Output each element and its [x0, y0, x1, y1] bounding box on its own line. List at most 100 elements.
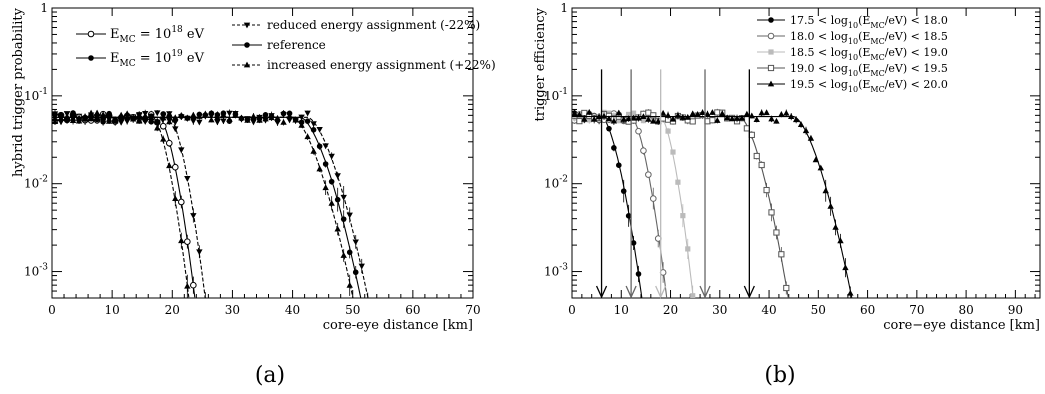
data-point [630, 110, 637, 116]
data-point [640, 118, 647, 124]
data-point [773, 229, 780, 236]
data-point [346, 281, 353, 288]
data-point [630, 240, 637, 246]
data-point [788, 113, 795, 120]
data-point [625, 115, 632, 122]
data-point [202, 110, 209, 117]
x-tick-label: 40 [285, 303, 300, 317]
data-point [190, 281, 197, 289]
data-point [635, 127, 642, 135]
x-tick-label: 20 [165, 303, 180, 317]
data-point [286, 112, 293, 119]
legend-marker [88, 55, 94, 61]
data-point [159, 122, 167, 130]
data-point [595, 113, 603, 120]
data-point [52, 111, 58, 118]
series-curve [572, 116, 789, 298]
data-point [733, 115, 741, 121]
data-point [615, 109, 622, 116]
data-point [334, 225, 341, 232]
series-1e18-increased [52, 109, 191, 298]
data-point [184, 238, 191, 245]
data-point [304, 133, 311, 140]
data-point [340, 194, 347, 201]
data-point [70, 110, 76, 116]
data-point [328, 153, 335, 160]
cut-arrow-head [743, 285, 755, 299]
data-point [262, 115, 269, 122]
series-curve [52, 116, 354, 298]
y-tick-label: 1 [40, 1, 48, 15]
x-tick-label: 70 [465, 303, 480, 317]
legend-label: 17.5 < log10(EMC/eV) < 18.0 [790, 14, 948, 30]
data-point [768, 209, 775, 216]
x-tick-label: 60 [860, 303, 875, 317]
x-tick-label: 90 [1008, 303, 1023, 317]
data-point [576, 115, 582, 121]
data-point [763, 186, 770, 194]
data-point [674, 112, 682, 118]
series-1e19-increased [52, 109, 354, 298]
data-point [346, 212, 353, 219]
data-point [105, 115, 113, 122]
data-point [773, 117, 780, 124]
data-point [625, 213, 632, 219]
data-point [649, 195, 657, 202]
data-point [160, 135, 167, 142]
data-point [728, 115, 736, 122]
data-point [680, 213, 686, 219]
data-point [274, 114, 281, 121]
data-point [655, 117, 662, 124]
data-point [280, 110, 287, 117]
data-point [184, 114, 191, 121]
data-point [616, 162, 622, 169]
data-layer [52, 109, 369, 298]
data-point [690, 293, 696, 298]
data-point [645, 109, 652, 116]
data-point [178, 112, 185, 119]
data-point [792, 116, 800, 123]
x-tick-label: 50 [811, 303, 826, 317]
data-point [709, 109, 716, 115]
data-point [196, 249, 203, 256]
data-point [822, 187, 829, 194]
data-point [268, 114, 275, 121]
data-point [709, 117, 716, 124]
data-point [723, 114, 731, 121]
data-point [783, 284, 790, 292]
data-point [106, 110, 112, 117]
data-point [763, 109, 770, 116]
legend-marker [767, 64, 775, 72]
y-tick-label: 1 [560, 1, 568, 15]
data-point [172, 126, 179, 133]
data-point [665, 128, 671, 134]
data-point [178, 237, 185, 244]
data-point [244, 116, 251, 123]
legend-marker [87, 30, 95, 38]
data-point [586, 117, 592, 123]
data-point [600, 112, 608, 119]
data-point [694, 110, 701, 117]
x-tick-label: 40 [761, 303, 776, 317]
data-point [753, 152, 760, 160]
x-axis-label: core-eye distance [km] [323, 318, 473, 333]
data-point [626, 111, 632, 118]
data-point [630, 114, 637, 121]
data-point [214, 114, 221, 120]
data-point [310, 147, 317, 154]
y-tick-label: 10-1 [544, 87, 568, 103]
data-point [214, 119, 221, 126]
x-tick-label: 10 [614, 303, 629, 317]
series-curve [52, 116, 362, 298]
series-1e18-reference [52, 110, 197, 298]
data-point [581, 115, 588, 122]
data-point [166, 162, 173, 169]
legend-marker [767, 80, 775, 87]
data-point [572, 110, 578, 116]
legend-marker [244, 42, 250, 48]
data-point [611, 145, 617, 151]
data-point [154, 124, 161, 131]
data-point [322, 143, 329, 150]
y-tick-label: 10-2 [544, 175, 568, 191]
